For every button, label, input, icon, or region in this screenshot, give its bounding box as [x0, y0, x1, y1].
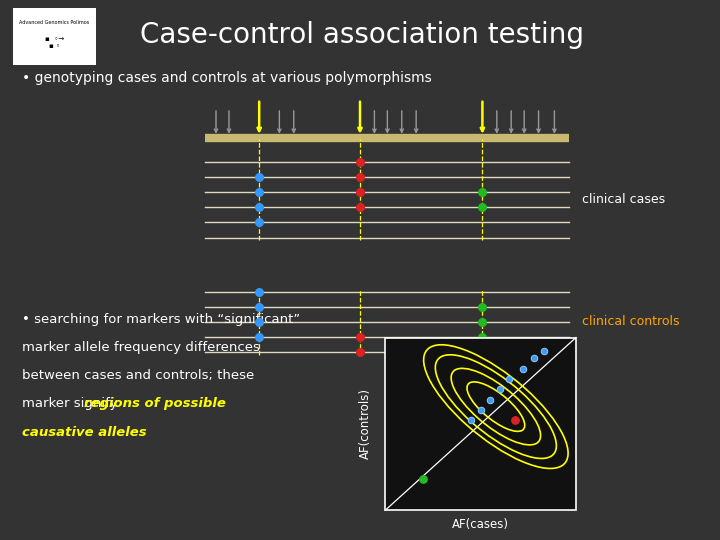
- Point: [503, 375, 515, 383]
- Point: [253, 188, 265, 197]
- Text: marker allele frequency differences: marker allele frequency differences: [22, 341, 259, 354]
- Text: causative alleles: causative alleles: [22, 426, 146, 438]
- Point: [509, 416, 521, 425]
- Point: [477, 203, 488, 212]
- Text: clinical cases: clinical cases: [582, 193, 665, 206]
- Point: [354, 158, 366, 166]
- Text: Case-control association testing: Case-control association testing: [140, 21, 585, 49]
- Point: [485, 395, 496, 404]
- Point: [253, 302, 265, 311]
- Point: [253, 333, 265, 341]
- FancyBboxPatch shape: [13, 8, 96, 65]
- Text: AF(controls): AF(controls): [359, 388, 372, 460]
- FancyBboxPatch shape: [385, 338, 576, 510]
- Point: [477, 333, 488, 341]
- Text: AF(cases): AF(cases): [452, 517, 509, 531]
- Point: [528, 354, 540, 362]
- Point: [418, 475, 429, 483]
- Text: regions of possible: regions of possible: [84, 397, 226, 410]
- Point: [517, 364, 528, 373]
- Point: [253, 173, 265, 181]
- Point: [465, 416, 477, 425]
- Text: • genotyping cases and controls at various polymorphisms: • genotyping cases and controls at vario…: [22, 71, 431, 85]
- Point: [253, 218, 265, 227]
- Text: • searching for markers with “significant”: • searching for markers with “significan…: [22, 313, 300, 326]
- Point: [494, 385, 505, 394]
- Text: ▪  ◦→
▪ ◦: ▪ ◦→ ▪ ◦: [45, 36, 64, 49]
- Point: [538, 347, 549, 356]
- Point: [253, 287, 265, 296]
- Point: [354, 188, 366, 197]
- Point: [354, 333, 366, 341]
- Point: [354, 173, 366, 181]
- Point: [354, 203, 366, 212]
- Text: between cases and controls; these: between cases and controls; these: [22, 369, 254, 382]
- Text: clinical controls: clinical controls: [582, 315, 679, 328]
- Point: [475, 406, 487, 414]
- Point: [253, 203, 265, 212]
- Point: [477, 188, 488, 197]
- Point: [354, 348, 366, 356]
- Text: Advanced Genomics Polimos: Advanced Genomics Polimos: [19, 20, 89, 25]
- Point: [253, 318, 265, 326]
- Point: [477, 302, 488, 311]
- Point: [477, 348, 488, 356]
- Text: marker signify: marker signify: [22, 397, 122, 410]
- Point: [477, 318, 488, 326]
